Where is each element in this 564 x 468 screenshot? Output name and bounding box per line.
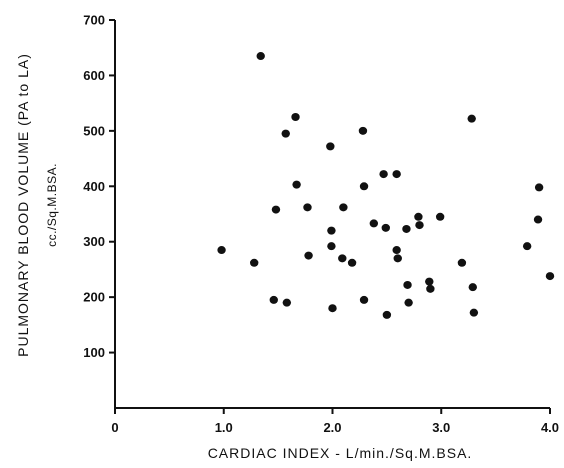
data-point — [534, 183, 544, 192]
y-tick-label: 600 — [83, 68, 105, 83]
x-ticks: 0 1.0 2.0 3.0 4.0 — [111, 408, 559, 435]
data-point — [328, 304, 337, 313]
x-tick-label: 3.0 — [432, 420, 450, 435]
y-ticks: 100 200 300 400 500 600 700 — [83, 13, 115, 360]
data-point — [369, 219, 379, 228]
data-point — [393, 254, 402, 263]
data-point — [281, 129, 290, 138]
data-point — [250, 258, 259, 267]
data-point — [457, 258, 467, 267]
data-point — [303, 203, 312, 212]
data-point — [326, 142, 335, 151]
data-point — [339, 203, 348, 212]
data-point — [403, 280, 412, 289]
data-point — [292, 180, 301, 189]
data-point — [435, 212, 445, 221]
data-point — [545, 272, 555, 281]
y-tick-label: 100 — [83, 345, 105, 360]
x-tick-label: 0 — [111, 420, 118, 435]
data-point — [359, 182, 369, 191]
data-point — [404, 298, 413, 307]
data-point — [426, 284, 435, 293]
y-tick-label: 700 — [83, 13, 105, 28]
y-tick-label: 200 — [83, 290, 105, 305]
data-point — [269, 295, 278, 304]
data-point — [415, 221, 424, 230]
data-point — [533, 215, 543, 224]
axes — [114, 20, 550, 409]
data-point — [468, 283, 477, 292]
y-tick-label: 500 — [83, 123, 105, 138]
data-point — [256, 52, 265, 61]
data-point — [414, 212, 423, 221]
data-point — [327, 226, 336, 235]
data-point — [358, 126, 368, 135]
data-point — [382, 310, 392, 319]
data-point — [327, 242, 336, 251]
y-axis-sublabel: cc./Sq.M.BSA. — [45, 163, 59, 247]
data-point — [379, 170, 388, 179]
data-point — [467, 114, 476, 123]
x-tick-label: 2.0 — [323, 420, 341, 435]
x-axis-label: CARDIAC INDEX - L/min./Sq.M.BSA. — [208, 445, 473, 461]
data-point — [271, 205, 281, 214]
x-tick-label: 4.0 — [541, 420, 559, 435]
data-point — [359, 295, 369, 304]
y-tick-label: 300 — [83, 234, 105, 249]
data-point — [469, 308, 479, 317]
data-point — [282, 298, 292, 307]
y-tick-label: 400 — [83, 179, 105, 194]
x-tick-label: 1.0 — [215, 420, 233, 435]
y-axis-label: PULMONARY BLOOD VOLUME (PA to LA) — [15, 53, 31, 357]
data-point — [425, 277, 434, 286]
data-point — [217, 246, 226, 255]
data-point — [338, 254, 347, 263]
data-point — [522, 242, 532, 251]
data-point — [392, 246, 401, 255]
data-point — [402, 224, 411, 233]
data-point — [304, 251, 313, 260]
data-point — [392, 170, 401, 179]
data-point — [291, 113, 300, 121]
data-points — [217, 52, 555, 319]
data-point — [347, 258, 357, 267]
data-point — [381, 223, 390, 232]
